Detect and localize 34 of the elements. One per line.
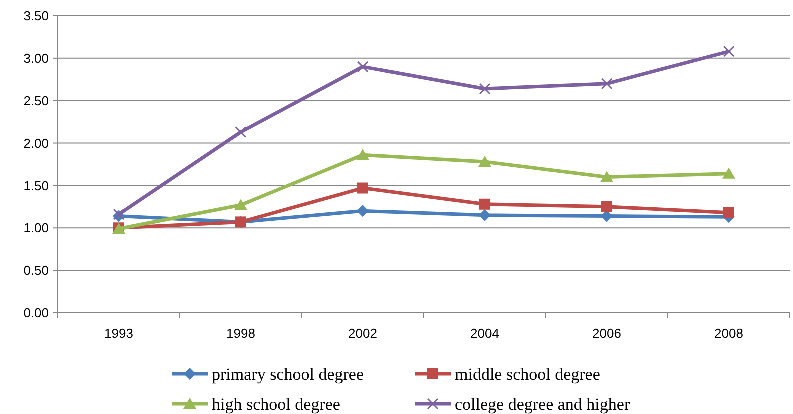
- y-tick-label: 1.00: [24, 220, 49, 236]
- y-tick-label: 0.00: [24, 306, 49, 321]
- legend-label: middle school degree: [455, 364, 600, 384]
- point: [600, 171, 614, 182]
- point: [479, 209, 491, 222]
- y-tick-label: 3.00: [24, 50, 49, 66]
- x-tick-label: 1998: [226, 326, 256, 341]
- point: [235, 126, 247, 138]
- point: [724, 207, 734, 218]
- point: [234, 199, 248, 210]
- y-tick-label: 2.00: [24, 136, 49, 151]
- point: [723, 46, 735, 58]
- x-tick-label: 2004: [470, 326, 500, 341]
- point: [722, 168, 736, 179]
- point: [478, 156, 492, 167]
- legend-label: college degree and higher: [455, 394, 630, 414]
- x-tick-label: 2006: [592, 326, 622, 341]
- point: [358, 182, 368, 194]
- x-tick-label: 1993: [104, 326, 134, 341]
- legend-label: high school degree: [212, 394, 340, 414]
- y-tick-label: 3.50: [24, 8, 49, 24]
- point: [356, 149, 370, 160]
- y-tick-label: 2.50: [24, 93, 49, 108]
- point: [357, 205, 369, 218]
- point: [480, 198, 490, 210]
- point: [479, 83, 491, 95]
- point: [357, 61, 369, 73]
- point: [602, 201, 612, 212]
- y-tick-label: 0.50: [24, 263, 49, 278]
- legend-label: primary school degree: [212, 364, 364, 384]
- x-tick-label: 2008: [714, 326, 744, 341]
- x-tick-label: 2002: [348, 326, 378, 341]
- y-tick-label: 1.50: [24, 178, 49, 194]
- point: [601, 78, 613, 90]
